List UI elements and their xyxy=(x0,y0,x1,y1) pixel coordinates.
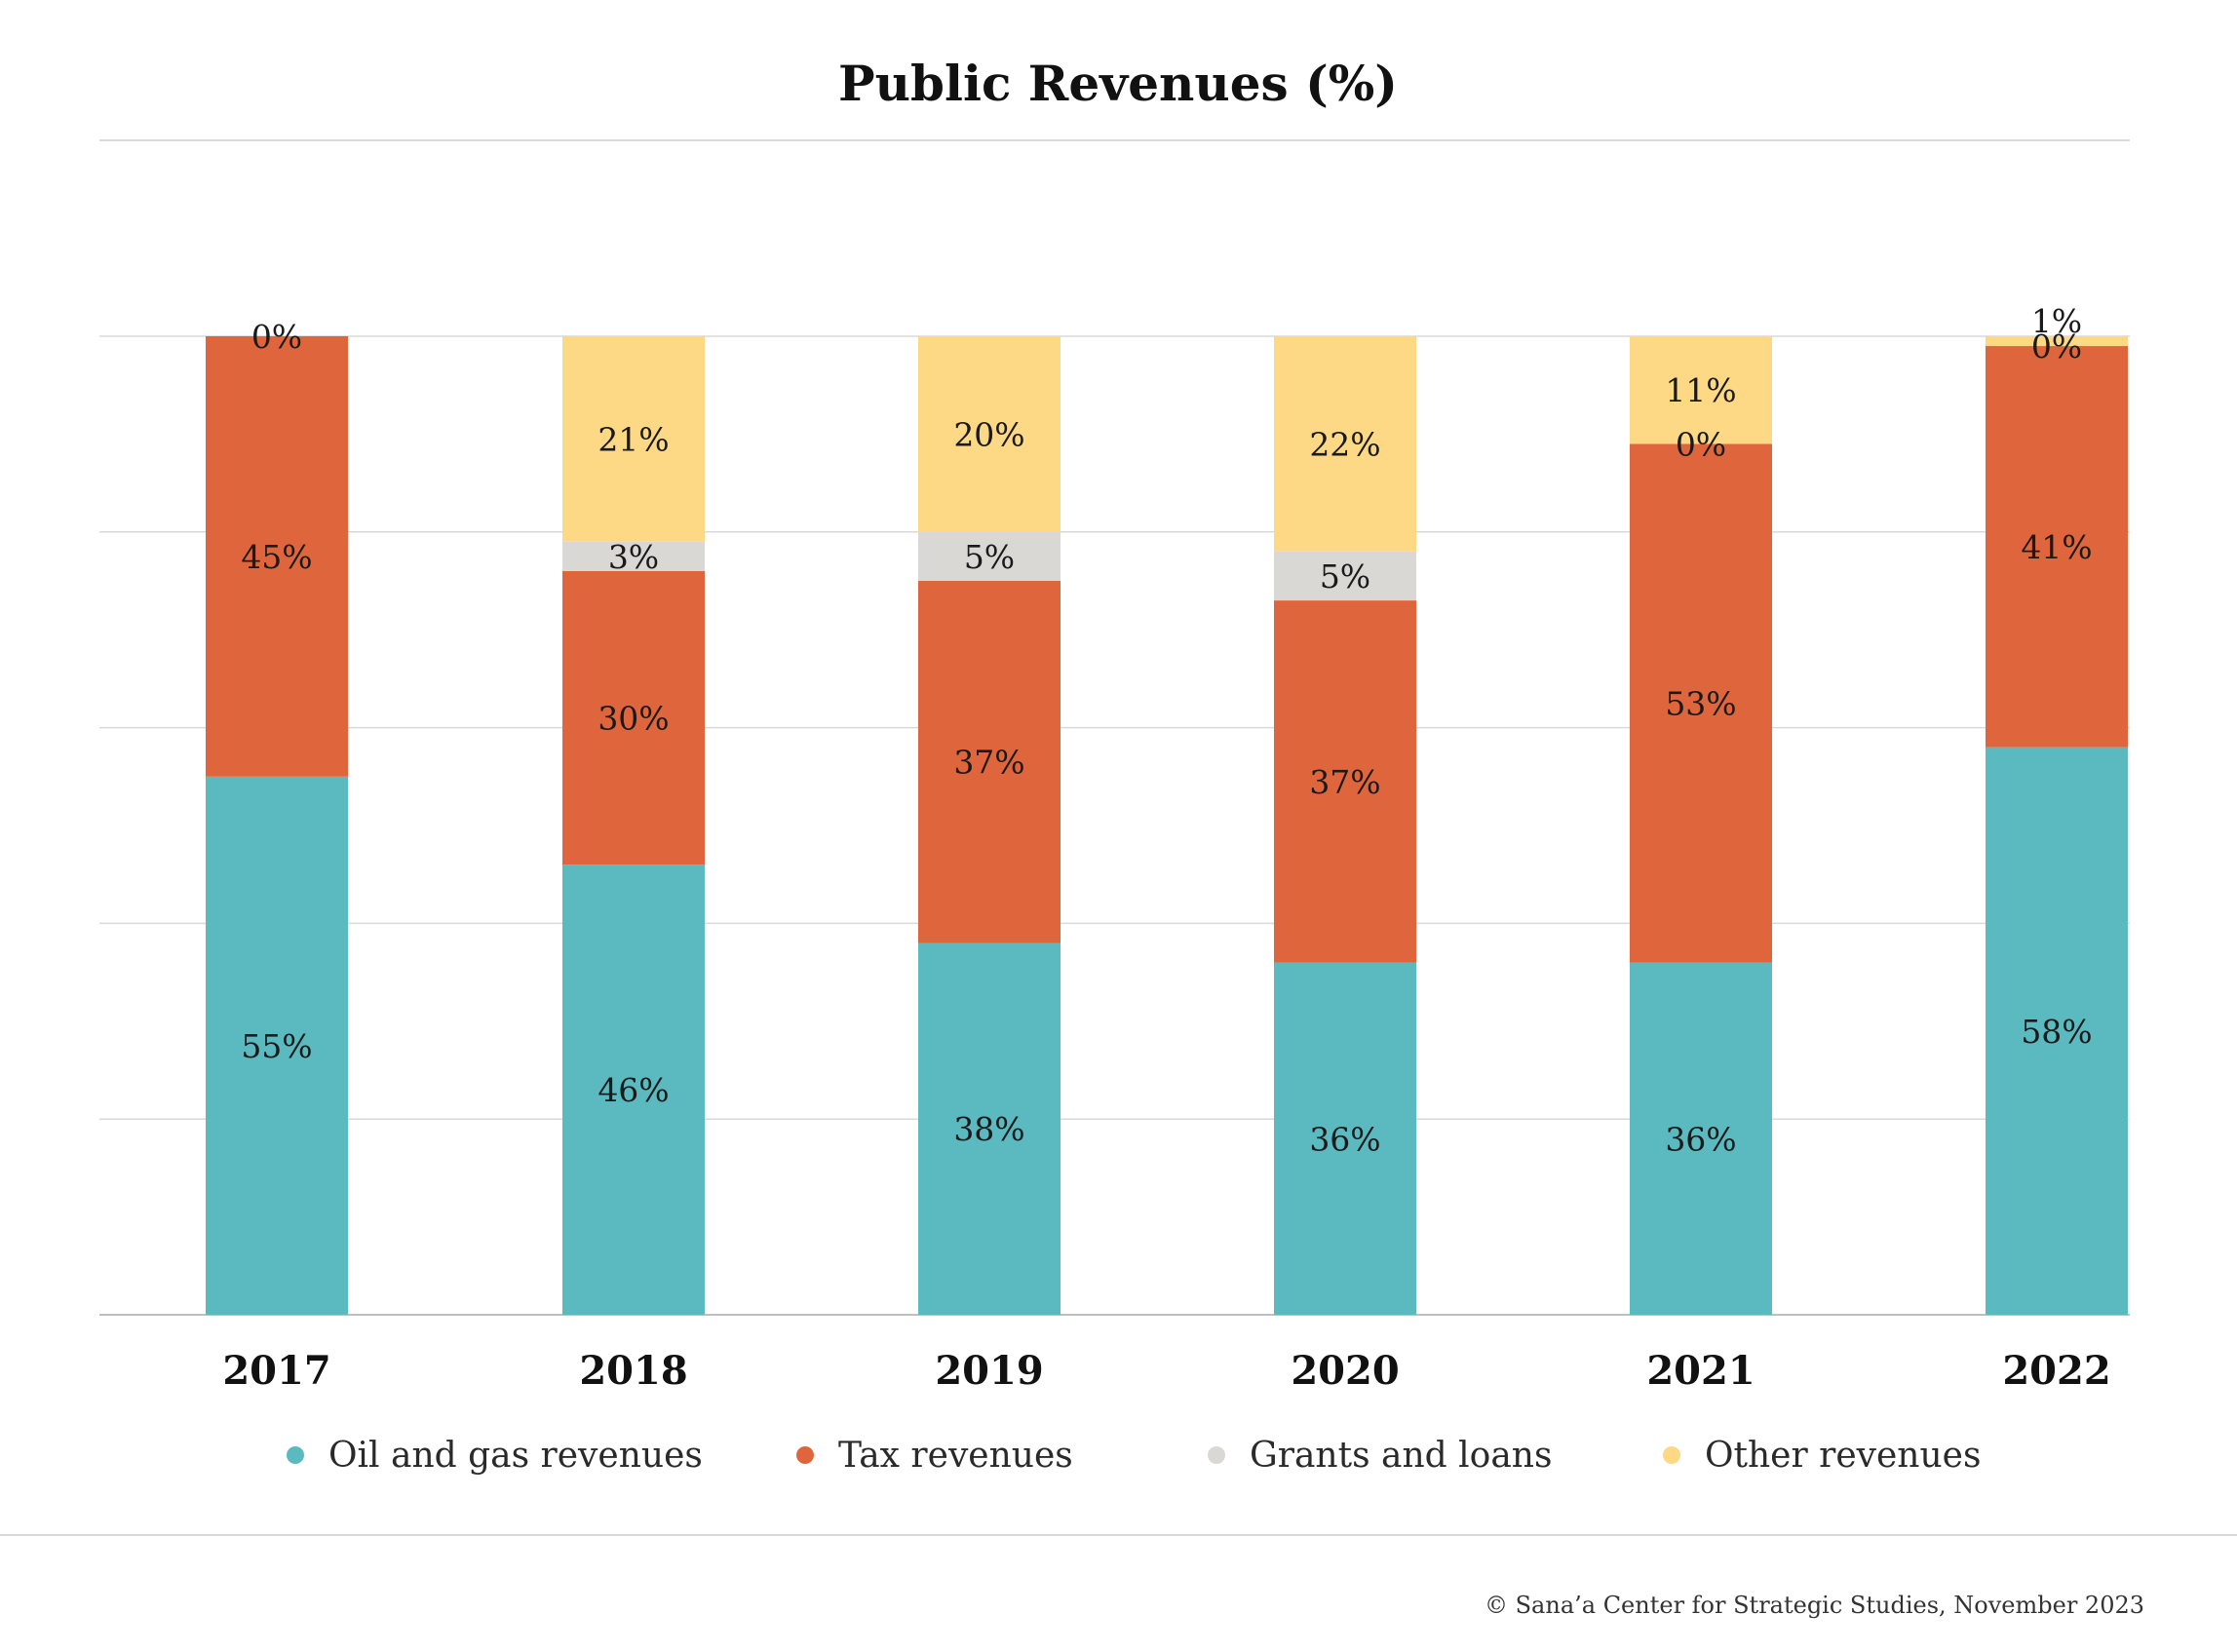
legend: Oil and gas revenues Tax revenues Grants a… xyxy=(287,1436,1981,1476)
x-axis-labels: 2017 2018 2019 2020 2021 2022 xyxy=(222,1348,2110,1394)
legend-label: Grants and loans xyxy=(1250,1436,1552,1476)
data-label-oil-and-gas-revenues-2018: 46% xyxy=(598,1071,669,1109)
gridlines xyxy=(99,335,2130,1316)
data-label-other-revenues-2019: 20% xyxy=(953,415,1024,453)
data-label-grants-and-loans-2018: 3% xyxy=(608,538,659,576)
legend-item-oil-and-gas-revenues: Oil and gas revenues xyxy=(287,1436,703,1476)
data-label-oil-and-gas-revenues-2017: 55% xyxy=(241,1027,312,1065)
legend-label: Oil and gas revenues xyxy=(328,1436,703,1476)
data-label-other-revenues-2017: 0% xyxy=(251,318,302,356)
bar-tax-revenues-2018 xyxy=(562,570,705,865)
bar-other-revenues-2021 xyxy=(1630,336,1772,444)
bar-grants-and-loans-2020 xyxy=(1274,551,1416,601)
legend-item-tax-revenues: Tax revenues xyxy=(796,1436,1073,1476)
legend-swatch-icon xyxy=(287,1446,304,1464)
bars xyxy=(206,336,2128,1315)
bar-tax-revenues-2017 xyxy=(206,336,348,777)
bar-tax-revenues-2019 xyxy=(918,581,1061,943)
bar-grants-and-loans-2019 xyxy=(918,531,1061,581)
data-label-oil-and-gas-revenues-2022: 58% xyxy=(2021,1013,2092,1051)
bar-tax-revenues-2020 xyxy=(1274,600,1416,963)
data-label-other-revenues-2022: 1% xyxy=(2031,302,2082,340)
segment-labels: 55% 45% 0% 46% 30% 3% 21% 38% 37% 5% 20% 36% 37% 5% 22… xyxy=(241,302,2092,1158)
data-label-grants-and-loans-2020: 5% xyxy=(1320,557,1370,595)
x-tick-label-2020: 2020 xyxy=(1291,1348,1399,1394)
bar-tax-revenues-2021 xyxy=(1630,443,1772,963)
bar-oil-and-gas-revenues-2017 xyxy=(206,776,348,1315)
data-label-tax-revenues-2022: 41% xyxy=(2021,528,2092,566)
data-label-tax-revenues-2018: 30% xyxy=(598,700,669,738)
bar-oil-and-gas-revenues-2022 xyxy=(1986,747,2128,1315)
data-label-tax-revenues-2020: 37% xyxy=(1309,763,1380,801)
legend-label: Tax revenues xyxy=(838,1436,1073,1476)
source-credit: © Sana’a Center for Strategic Studies, N… xyxy=(1485,1592,2144,1619)
data-label-oil-and-gas-revenues-2019: 38% xyxy=(953,1110,1024,1148)
bar-other-revenues-2022 xyxy=(1986,336,2128,347)
legend-swatch-icon xyxy=(1663,1446,1680,1464)
bar-oil-and-gas-revenues-2018 xyxy=(562,864,705,1315)
bar-oil-and-gas-revenues-2019 xyxy=(918,942,1061,1315)
chart-title: Public Revenues (%) xyxy=(838,55,1398,112)
bar-other-revenues-2019 xyxy=(918,336,1061,532)
bar-other-revenues-2018 xyxy=(562,336,705,542)
bar-oil-and-gas-revenues-2021 xyxy=(1630,962,1772,1315)
data-label-other-revenues-2018: 21% xyxy=(598,420,669,458)
legend-item-other-revenues: Other revenues xyxy=(1663,1436,1981,1476)
legend-swatch-icon xyxy=(1208,1446,1225,1464)
bar-oil-and-gas-revenues-2020 xyxy=(1274,962,1416,1315)
bar-other-revenues-2020 xyxy=(1274,336,1416,552)
data-label-oil-and-gas-revenues-2020: 36% xyxy=(1309,1120,1380,1158)
data-label-other-revenues-2021: 11% xyxy=(1665,371,1736,409)
x-tick-label-2022: 2022 xyxy=(2002,1348,2110,1394)
data-label-grants-and-loans-2022: 0% xyxy=(2031,327,2082,365)
x-tick-label-2017: 2017 xyxy=(222,1348,330,1394)
legend-swatch-icon xyxy=(796,1446,814,1464)
data-label-grants-and-loans-2019: 5% xyxy=(964,538,1015,576)
x-tick-label-2021: 2021 xyxy=(1646,1348,1755,1394)
bar-tax-revenues-2022 xyxy=(1986,346,2128,748)
bar-grants-and-loans-2018 xyxy=(562,541,705,571)
legend-label: Other revenues xyxy=(1705,1436,1981,1476)
x-tick-label-2018: 2018 xyxy=(579,1348,687,1394)
data-label-tax-revenues-2019: 37% xyxy=(953,744,1024,782)
data-label-tax-revenues-2017: 45% xyxy=(241,538,312,576)
data-label-other-revenues-2020: 22% xyxy=(1309,425,1380,463)
data-label-tax-revenues-2021: 53% xyxy=(1665,685,1736,723)
data-label-oil-and-gas-revenues-2021: 36% xyxy=(1665,1120,1736,1158)
x-tick-label-2019: 2019 xyxy=(935,1348,1043,1394)
legend-item-grants-and-loans: Grants and loans xyxy=(1208,1436,1552,1476)
data-label-grants-and-loans-2021: 0% xyxy=(1676,425,1726,463)
